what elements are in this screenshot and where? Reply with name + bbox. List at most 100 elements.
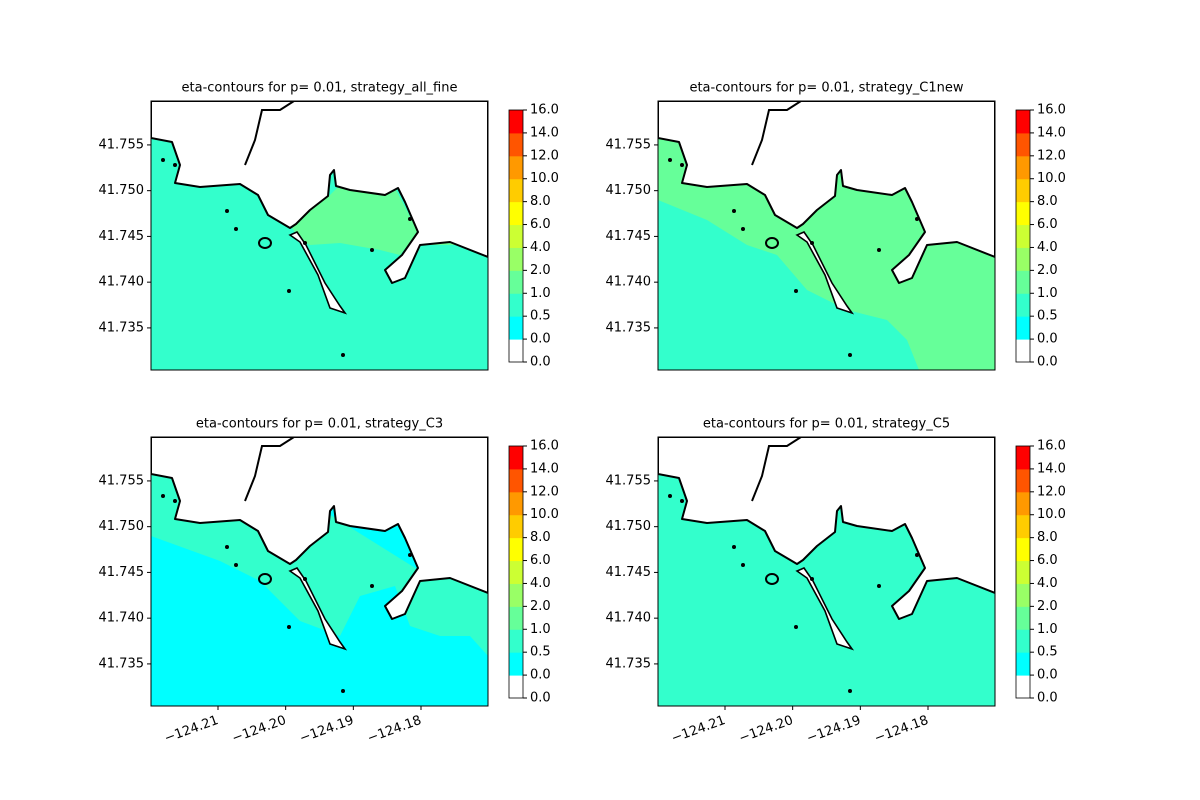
colorbar-tick-label: 4.0 — [1037, 240, 1058, 255]
map — [658, 437, 995, 706]
colorbar-tick-label: 8.0 — [1037, 530, 1058, 545]
x-tick-label: −124.19 — [298, 713, 356, 746]
x-tick-label: −124.18 — [365, 713, 423, 746]
rock — [408, 217, 412, 221]
river — [244, 437, 295, 502]
colorbar-tick-label: 10.0 — [530, 507, 559, 522]
colorbar-tick-label: 2.0 — [530, 263, 551, 278]
panel-title: eta-contours for p= 0.01, strategy_C1new — [689, 81, 963, 96]
colorbar-tick-label: 0.5 — [530, 645, 551, 660]
colorbar-segment — [509, 468, 523, 493]
x-tick-label: −124.20 — [737, 713, 795, 746]
rock — [341, 353, 345, 357]
colorbar-segment — [1016, 583, 1030, 607]
y-tick-label: 41.755 — [99, 473, 145, 488]
colorbar-tick-label: 6.0 — [530, 217, 551, 232]
rock — [225, 545, 229, 549]
y-tick-label: 41.745 — [606, 229, 652, 244]
colorbar-segment — [1016, 652, 1030, 676]
rock — [794, 289, 798, 293]
colorbar-segment — [509, 537, 523, 562]
map — [151, 437, 488, 706]
y-tick-label: 41.740 — [606, 611, 652, 626]
map — [151, 101, 488, 370]
colorbar-segment — [1016, 293, 1030, 317]
rock — [915, 217, 919, 221]
colorbar-tick-label: 12.0 — [530, 148, 559, 163]
colorbar-segment — [1016, 675, 1030, 699]
y-tick-label: 41.755 — [606, 473, 652, 488]
colorbar-tick-label: 2.0 — [1037, 599, 1058, 614]
rock — [848, 353, 852, 357]
rock — [161, 158, 165, 162]
colorbar-frame — [508, 445, 524, 699]
colorbar-tick-label: 2.0 — [530, 599, 551, 614]
axes-frame — [657, 100, 996, 371]
colorbar-tick-label: 0.0 — [530, 668, 551, 683]
colorbar-tick-label: 0.5 — [1037, 309, 1058, 324]
colorbar-segment — [509, 514, 523, 539]
colorbar-segment — [1016, 514, 1030, 539]
colorbar-segment — [509, 583, 523, 607]
colorbar-segment — [509, 652, 523, 676]
colorbar-segment — [1016, 560, 1030, 584]
colorbar-segment — [509, 247, 523, 271]
colorbar-segment — [1016, 201, 1030, 226]
colorbar-tick-label: 8.0 — [530, 194, 551, 209]
colorbar-tick-label: 0.5 — [1037, 645, 1058, 660]
contour-fill — [658, 200, 919, 370]
colorbar-tick-label: 6.0 — [530, 553, 551, 568]
y-tick-label: 41.755 — [606, 137, 652, 152]
colorbar-tick-label: 2.0 — [1037, 263, 1058, 278]
y-tick-label: 41.750 — [606, 183, 652, 198]
y-tick-label: 41.735 — [606, 320, 652, 335]
colorbar-tick-label: 0.0 — [1037, 668, 1058, 683]
colorbar-tick-label: 1.0 — [530, 286, 551, 301]
spit — [288, 567, 348, 651]
colorbar-segment — [509, 132, 523, 157]
colorbar-segment — [509, 270, 523, 294]
y-tick-label: 41.740 — [606, 275, 652, 290]
colorbar-segment — [1016, 110, 1030, 134]
colorbar-frame — [1015, 109, 1031, 363]
colorbar-segment — [509, 491, 523, 516]
land — [151, 437, 488, 620]
colorbar-tick-label: 10.0 — [1037, 507, 1066, 522]
rock — [915, 553, 919, 557]
rock — [161, 494, 165, 498]
colorbar-segment — [509, 560, 523, 584]
colorbar-segment — [1016, 270, 1030, 294]
x-tick-label: −124.19 — [805, 713, 863, 746]
colorbar-tick-label: 12.0 — [1037, 484, 1066, 499]
colorbar-tick-label: 4.0 — [1037, 576, 1058, 591]
rock — [287, 625, 291, 629]
y-tick-label: 41.755 — [99, 137, 145, 152]
colorbar-tick-label: 8.0 — [530, 530, 551, 545]
colorbar-segment — [509, 224, 523, 248]
rock — [794, 625, 798, 629]
y-tick-label: 41.745 — [606, 565, 652, 580]
colorbar-segment — [1016, 468, 1030, 493]
rock — [848, 689, 852, 693]
colorbar-segment — [509, 446, 523, 470]
y-tick-label: 41.750 — [99, 183, 145, 198]
colorbar-segment — [1016, 446, 1030, 470]
colorbar-segment — [1016, 491, 1030, 516]
rock — [741, 227, 745, 231]
colorbar-tick-label: 14.0 — [530, 461, 559, 476]
x-tick-label: −124.20 — [230, 713, 288, 746]
rock — [668, 494, 672, 498]
colorbar-tick-label: 0.5 — [530, 309, 551, 324]
rock — [303, 577, 307, 581]
colorbar-segment — [509, 293, 523, 317]
colorbar-segment — [509, 675, 523, 699]
colorbar-tick-label: 1.0 — [1037, 622, 1058, 637]
colorbar-segment — [509, 201, 523, 226]
colorbar-tick-label: 0.0 — [1037, 691, 1058, 706]
rock — [408, 553, 412, 557]
rock — [225, 209, 229, 213]
colorbar-segment — [509, 155, 523, 180]
rock — [370, 584, 374, 588]
spit — [288, 231, 348, 315]
rock — [732, 545, 736, 549]
